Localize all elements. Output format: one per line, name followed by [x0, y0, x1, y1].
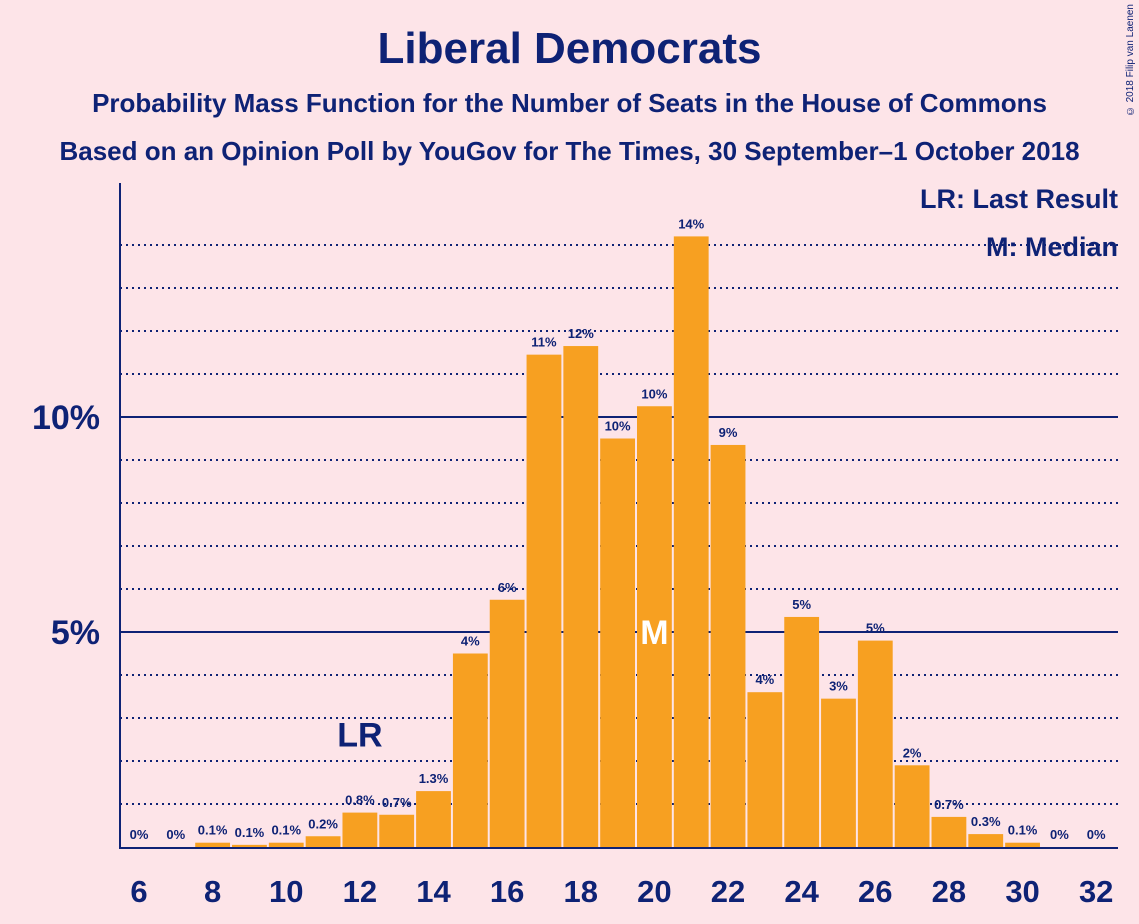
bar: [268, 842, 304, 847]
bars: [195, 236, 1040, 847]
bar: [342, 812, 378, 847]
data-label: 3%: [829, 679, 848, 694]
bar: [526, 354, 562, 847]
legend-median: M: Median: [986, 232, 1118, 262]
median-marker: M: [640, 614, 668, 652]
bar: [784, 616, 820, 847]
bar: [1005, 842, 1040, 847]
bar: [857, 640, 893, 847]
x-tick-label: 10: [269, 874, 303, 909]
bar: [894, 765, 930, 847]
bar: [489, 599, 525, 847]
x-tick-label: 22: [711, 874, 745, 909]
data-label: 11%: [531, 335, 557, 350]
bar: [305, 836, 341, 847]
bar: [968, 834, 1004, 847]
data-label: 4%: [461, 634, 480, 649]
legend-last-result: LR: Last Result: [919, 184, 1118, 214]
x-tick-label: 32: [1079, 874, 1113, 909]
data-label: 4%: [755, 672, 774, 687]
data-label: 0.1%: [198, 823, 228, 838]
x-tick-label: 26: [858, 874, 892, 909]
data-label: 0.1%: [235, 825, 265, 840]
x-tick-label: 20: [637, 874, 671, 909]
x-tick-label: 30: [1005, 874, 1039, 909]
x-tick-label: 28: [932, 874, 966, 909]
chart-subtitle: Probability Mass Function for the Number…: [92, 88, 1047, 118]
x-tick-label: 16: [490, 874, 524, 909]
data-label: 6%: [498, 580, 517, 595]
data-label: 0.2%: [308, 816, 338, 831]
data-label: 0.8%: [345, 793, 375, 808]
data-label: 14%: [678, 216, 704, 231]
data-label: 5%: [792, 597, 811, 612]
y-tick-label: 10%: [32, 399, 100, 437]
bar: [232, 844, 267, 847]
last-result-marker: LR: [337, 717, 382, 755]
y-tick-label: 5%: [51, 614, 100, 652]
x-tick-label: 18: [564, 874, 598, 909]
axes: 5% 10% 6 8 10 12 14 16 18 20 22 24 26 28 30 32: [32, 183, 1118, 909]
bar: [379, 814, 415, 847]
bar: [747, 692, 783, 847]
bar: [452, 653, 488, 847]
data-label: 0.1%: [271, 823, 301, 838]
bar: [563, 346, 599, 847]
data-label: 0%: [130, 827, 149, 842]
data-label: 0%: [1050, 827, 1069, 842]
bar: [673, 236, 709, 847]
data-label: 5%: [866, 621, 885, 636]
x-tick-label: 12: [343, 874, 377, 909]
bar: [600, 438, 635, 847]
data-label: 10%: [641, 386, 667, 401]
data-labels: 0% 0% 0.1% 0.1% 0.1% 0.2% 0.8% 0.7% 1.3% 4% 6% 11% 1…: [130, 216, 1106, 842]
bar: [195, 842, 231, 847]
data-label: 0.7%: [934, 797, 964, 812]
x-tick-label: 8: [204, 874, 221, 909]
data-label: 0%: [166, 827, 185, 842]
chart-title: Liberal Democrats: [377, 24, 762, 73]
data-label: 9%: [719, 425, 738, 440]
data-label: 12%: [568, 326, 594, 341]
bar: [821, 698, 856, 847]
bar: [710, 444, 746, 847]
data-label: 0.3%: [971, 814, 1001, 829]
x-tick-label: 6: [130, 874, 147, 909]
data-label: 1.3%: [419, 771, 449, 786]
data-label: 0.1%: [1008, 823, 1038, 838]
bar: [416, 791, 451, 847]
data-label: 2%: [903, 745, 922, 760]
bar: [931, 816, 967, 847]
x-tick-label: 14: [416, 874, 451, 909]
data-label: 0%: [1087, 827, 1106, 842]
chart-source-subtitle: Based on an Opinion Poll by YouGov for T…: [59, 136, 1080, 166]
bar: [637, 406, 672, 847]
x-tick-label: 24: [784, 874, 819, 909]
data-label: 0.7%: [382, 795, 412, 810]
data-label: 10%: [605, 419, 631, 434]
annotations: LR M: [337, 614, 668, 755]
